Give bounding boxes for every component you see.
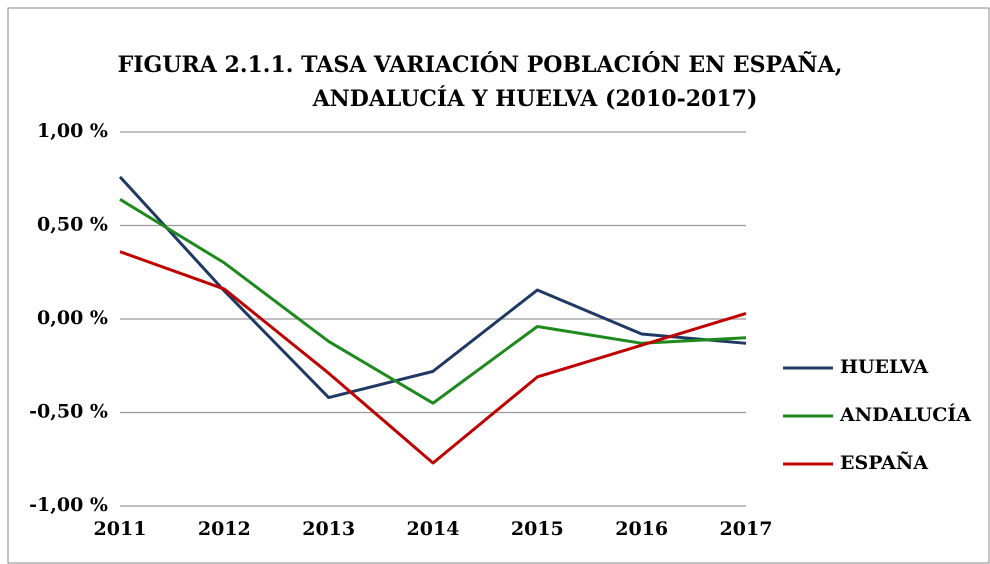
y-tick-label: 0,00 %: [37, 307, 108, 329]
chart-title: FIGURA 2.1.1. TASA VARIACIÓN POBLACIÓN E…: [118, 51, 843, 78]
x-tick-label: 2013: [302, 518, 355, 540]
x-tick-label: 2017: [720, 518, 773, 540]
legend-label: ANDALUCÍA: [839, 403, 971, 426]
x-tick-label: 2011: [94, 518, 147, 540]
series-line: [119, 198, 747, 405]
y-tick-label: 0,50 %: [37, 214, 108, 236]
y-tick-label: -1,00 %: [29, 494, 108, 516]
x-tick-label: 2014: [407, 518, 460, 540]
y-tick-label: 1,00 %: [37, 120, 108, 142]
x-tick-label: 2016: [615, 518, 668, 540]
series-line: [119, 250, 747, 465]
legend-label: ESPAÑA: [840, 451, 928, 474]
y-tick-label: -0,50 %: [29, 401, 108, 423]
x-tick-label: 2012: [198, 518, 251, 540]
chart-title: ANDALUCÍA Y HUELVA (2010-2017): [312, 85, 758, 112]
legend-label: HUELVA: [840, 356, 928, 378]
chart-border: [7, 7, 990, 564]
x-tick-label: 2015: [511, 518, 564, 540]
